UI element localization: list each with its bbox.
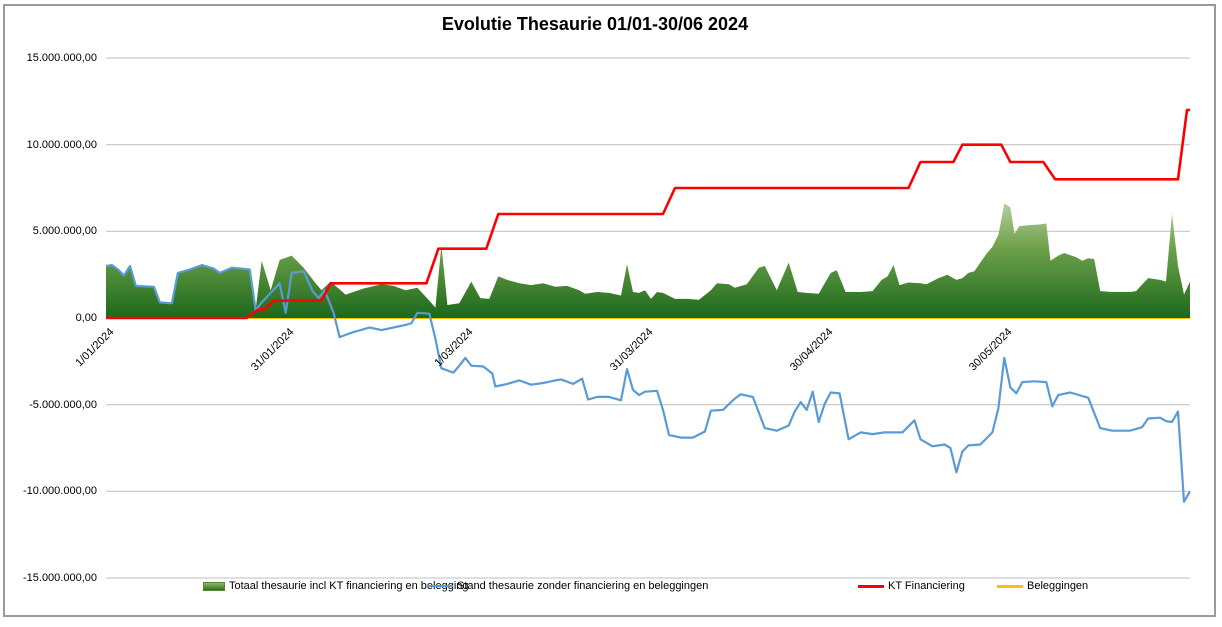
y-tick-label: 10.000.000,00: [26, 138, 97, 151]
y-tick-label: 5.000.000,00: [32, 225, 97, 238]
legend-label-beleggingen: Beleggingen: [1027, 580, 1089, 592]
totaal-area: [106, 203, 1190, 318]
blue-line-swatch-icon: [427, 585, 453, 587]
red-line-swatch-icon: [858, 584, 884, 588]
chart-legend: Totaal thesaurie incl KT financiering en…: [0, 578, 1222, 596]
stand-line: [105, 264, 1191, 503]
area-swatch-icon: [203, 581, 225, 591]
chart-title: Evolutie Thesaurie 01/01-30/06 2024: [441, 14, 749, 34]
legend-item-totaal: Totaal thesaurie incl KT financiering en…: [203, 578, 469, 594]
legend-label-stand: Stand thesaurie zonder financiering en b…: [457, 580, 709, 592]
yellow-line-swatch-icon: [997, 584, 1023, 588]
legend-label-totaal: Totaal thesaurie incl KT financiering en…: [229, 580, 469, 592]
legend-item-kt-financiering: KT Financiering: [858, 578, 965, 594]
kt-financiering-line: [106, 108, 1190, 320]
y-tick-label: 0,00: [75, 312, 97, 324]
legend-item-stand: Stand thesaurie zonder financiering en b…: [427, 578, 708, 594]
y-tick-label: -10.000.000,00: [22, 485, 97, 498]
legend-item-beleggingen: Beleggingen: [997, 578, 1088, 594]
y-tick-label: -15.000.000,00: [22, 572, 97, 584]
legend-label-kt-financiering: KT Financiering: [888, 580, 965, 592]
y-tick-label: -5.000.000,00: [29, 398, 97, 411]
y-tick-label: 15.000.000,00: [26, 52, 97, 64]
